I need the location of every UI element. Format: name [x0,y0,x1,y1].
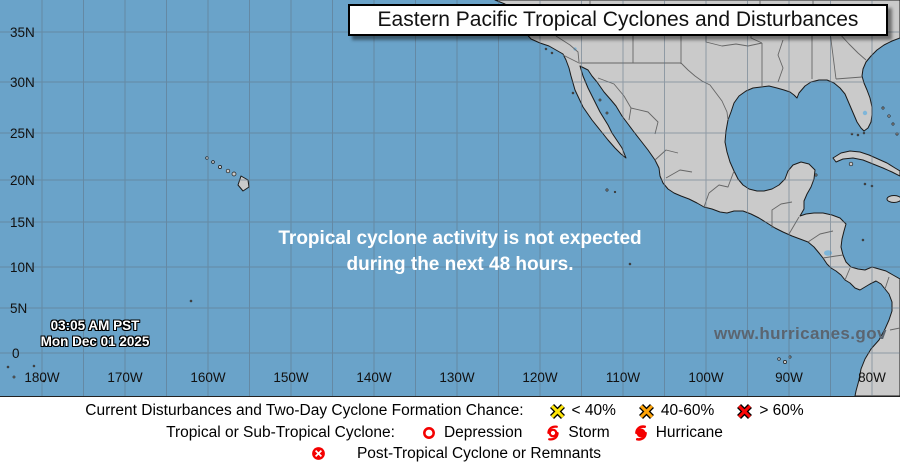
lon-label: 160W [190,370,226,385]
lat-label: 35N [10,25,35,40]
outlook-message-line1: Tropical cyclone activity is not expecte… [278,228,642,249]
lat-label: 5N [10,301,27,316]
legend-item-gt60: > 60% [736,402,804,420]
outlook-message-line2: during the next 48 hours. [346,254,574,275]
map-svg: 35N 30N 25N 20N 15N 10N 5N 0 180W 170W 1… [0,0,900,396]
lon-label: 170W [107,370,143,385]
x-mark-orange-icon [638,403,655,420]
hurricane-icon [632,424,650,442]
legend-item-label: Storm [568,423,610,441]
small-islands [6,47,899,383]
lon-label: 140W [356,370,392,385]
lat-label: 20N [10,173,35,188]
legend-item-label: > 60% [759,402,804,420]
north-america-landmass [494,0,900,396]
legend-item-label: 40-60% [660,402,715,420]
lon-label: 110W [606,370,641,385]
x-mark-yellow-icon [549,403,566,420]
legend-item-post-tropical [310,445,333,462]
issuance-timestamp: 03:05 AM PST Mon Dec 01 2025 [30,318,160,350]
lon-label: 80W [858,370,886,385]
legend-item-label: Hurricane [655,423,723,441]
lon-label: 180W [24,370,60,385]
legend-item-40-60: 40-60% [638,402,714,420]
legend-item-hurricane: Hurricane [632,424,723,442]
lat-label: 30N [10,75,35,90]
landmass-group [6,0,900,396]
longitude-axis-labels: 180W 170W 160W 150W 140W 130W 120W 110W … [24,370,886,385]
jamaica-island [886,195,900,203]
depression-icon [420,424,438,442]
lon-label: 120W [522,370,558,385]
outlook-message: Tropical cyclone activity is not expecte… [180,226,740,278]
cuba-island [832,150,900,177]
formation-chance-label: Current Disturbances and Two-Day Cyclone… [85,402,524,420]
legend-item-lt40: < 40% [549,402,616,420]
lon-label: 130W [439,370,475,385]
lon-label: 90W [775,370,803,385]
lon-label: 100W [688,370,724,385]
lat-label: 0 [12,346,20,361]
legend-row-post-tropical: Post-Tropical Cyclone or Remnants [0,445,900,463]
legend-item-storm: Storm [544,423,610,442]
timestamp-date: Mon Dec 01 2025 [40,334,150,349]
legend-row-formation-chance: Current Disturbances and Two-Day Cyclone… [0,402,900,420]
legend-item-label: Post-Tropical Cyclone or Remnants [356,444,602,462]
page-title: Eastern Pacific Tropical Cyclones and Di… [348,4,888,36]
lat-label: 15N [10,215,35,230]
pacific-map-canvas[interactable]: 35N 30N 25N 20N 15N 10N 5N 0 180W 170W 1… [0,0,900,397]
x-mark-red-icon [736,403,753,420]
timestamp-time: 03:05 AM PST [50,318,140,333]
hurricanes-gov-watermark: www.hurricanes.gov [714,324,887,343]
legend-item-label: Depression [443,423,523,441]
legend-item-depression: Depression [420,424,522,442]
legend-row-cyclone-types: Tropical or Sub-Tropical Cyclone: Depres… [0,424,900,442]
map-legend: Current Disturbances and Two-Day Cyclone… [0,397,900,469]
lat-label: 10N [10,260,35,275]
cyclone-type-label: Tropical or Sub-Tropical Cyclone: [166,423,395,441]
lat-label: 25N [10,126,35,141]
lon-label: 150W [273,370,309,385]
latitude-axis-labels: 35N 30N 25N 20N 15N 10N 5N 0 [10,25,35,361]
legend-item-label: < 40% [571,402,616,420]
post-tropical-icon [310,445,327,462]
storm-icon [544,424,562,442]
